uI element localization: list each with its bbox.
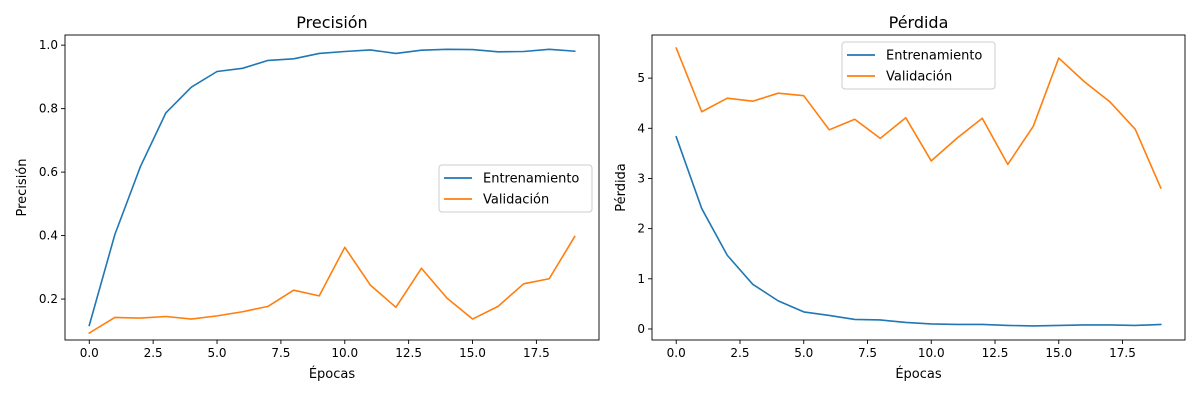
chart-title: Pérdida [889, 13, 949, 32]
plot-frame [64, 34, 600, 341]
y-tick-label: 2 [637, 222, 645, 236]
x-tick-label: 15.0 [1045, 346, 1072, 360]
y-tick-label: 0.8 [39, 102, 58, 116]
x-axis-label: Épocas [309, 366, 356, 382]
y-tick-label: 0.4 [39, 229, 58, 243]
x-tick-label: 12.5 [395, 346, 422, 360]
legend-label: Entrenamiento [886, 49, 982, 64]
legend-label: Validación [483, 193, 549, 208]
legend-box [438, 164, 593, 213]
x-axis-label: Épocas [895, 366, 942, 382]
x-tick-label: 15.0 [459, 346, 486, 360]
legend-label: Validación [886, 70, 952, 85]
y-tick-label: 1 [637, 272, 645, 286]
y-tick-label: 0.2 [39, 292, 58, 306]
series-line-validacion [88, 235, 576, 335]
y-axis-label: Pérdida [614, 163, 629, 212]
x-tick-label: 12.5 [982, 346, 1009, 360]
x-tick-label: 17.5 [523, 346, 550, 360]
x-tick-label: 17.5 [1109, 346, 1136, 360]
x-tick-label: 10.0 [918, 346, 945, 360]
plot-frame [651, 34, 1186, 341]
legend-label: Entrenamiento [483, 172, 579, 187]
x-tick-label: 7.5 [858, 346, 877, 360]
series-line-entrenamiento [675, 135, 1162, 327]
x-tick-label: 2.5 [730, 346, 749, 360]
y-tick-label: 4 [637, 121, 645, 135]
y-tick-label: 5 [637, 71, 645, 85]
series-line-validacion [675, 47, 1162, 190]
y-tick-label: 1.0 [39, 38, 58, 52]
chart-title: Precisión [296, 13, 367, 32]
y-tick-label: 0.6 [39, 165, 58, 179]
legend-box [841, 41, 996, 90]
x-tick-label: 5.0 [207, 346, 226, 360]
chart-1: Precisión 0.0 2.5 5.0 7.5 10.0 12.5 15.0 17.5 0.2… [15, 13, 600, 382]
x-tick-label: 7.5 [271, 346, 290, 360]
x-tick-label: 0.0 [80, 346, 99, 360]
legend: Entrenamiento Validación [841, 41, 996, 90]
x-tick-label: 2.5 [144, 346, 163, 360]
x-tick-label: 0.0 [667, 346, 686, 360]
y-axis-label: Precisión [15, 158, 30, 216]
x-tick-label: 10.0 [331, 346, 358, 360]
y-tick-label: 0 [637, 322, 645, 336]
chart-2: Pérdida 0.0 2.5 5.0 7.5 10.0 12.5 15.0 17.5 0 1 2 3 4… [614, 13, 1186, 382]
legend: Entrenamiento Validación [438, 164, 593, 213]
series-line-entrenamiento [88, 48, 576, 327]
x-tick-label: 5.0 [794, 346, 813, 360]
y-tick-label: 3 [637, 171, 645, 185]
